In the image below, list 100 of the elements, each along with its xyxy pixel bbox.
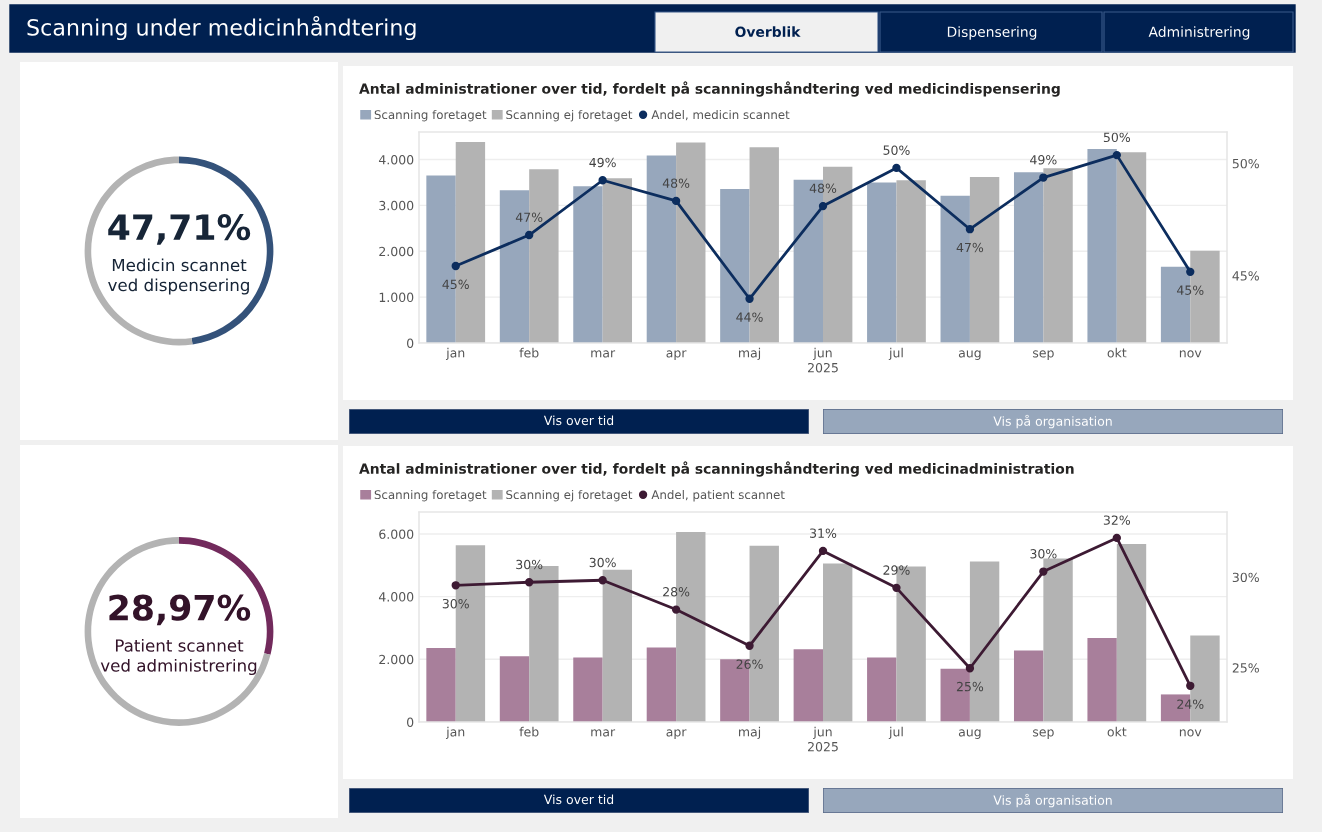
point xyxy=(598,176,607,185)
x-tick-label: mar xyxy=(591,729,616,737)
data-label: 44% xyxy=(736,312,763,322)
text: Scanning under medicinhåndtering xyxy=(27,15,416,41)
data-label: 25% xyxy=(956,681,984,692)
bar xyxy=(602,178,633,343)
bar xyxy=(867,657,897,722)
point xyxy=(965,664,975,673)
point xyxy=(1039,173,1048,182)
text: Dispensering xyxy=(947,26,1037,40)
y2-tick-label: 45% xyxy=(1232,271,1259,281)
point xyxy=(525,578,534,587)
y-tick-label: 4.000 xyxy=(378,154,414,165)
text: Vis over tid xyxy=(543,415,614,426)
point xyxy=(1039,567,1048,576)
x-tick-label: sep xyxy=(1032,729,1054,739)
x-tick-label: mar xyxy=(591,350,616,358)
text: Vis på organisation xyxy=(993,414,1112,429)
legend-label: Scanning foretaget xyxy=(374,109,487,122)
data-label: 29% xyxy=(883,565,910,575)
text: Patient scannet ved administrering xyxy=(100,638,257,676)
x-tick-label: nov xyxy=(1179,729,1202,737)
data-label: 45% xyxy=(1176,285,1204,295)
point xyxy=(892,163,901,173)
legend-label: Andel, patient scannet xyxy=(651,489,785,502)
x-tick-label: jul xyxy=(888,347,903,360)
y2-tick-label: 50% xyxy=(1232,158,1259,169)
data-label: 24% xyxy=(1177,699,1204,709)
bar xyxy=(867,182,897,343)
y-tick-label: 0 xyxy=(407,717,414,727)
bar xyxy=(896,180,926,343)
data-label: 48% xyxy=(662,178,690,188)
text: Overblik xyxy=(735,26,801,38)
bar xyxy=(1087,638,1117,722)
x-tick-label: maj xyxy=(739,347,761,360)
x-tick-label: jan xyxy=(445,726,465,739)
bar xyxy=(1043,168,1073,343)
data-label: 47% xyxy=(956,242,984,253)
bar xyxy=(499,656,530,722)
y2-tick-label: 30% xyxy=(1232,572,1259,583)
y-tick-label: 2.000 xyxy=(379,246,414,257)
point xyxy=(1186,681,1195,690)
y-tick-label: 2.000 xyxy=(379,654,414,665)
bar xyxy=(1013,650,1044,722)
legend-label: Scanning foretaget xyxy=(374,489,487,502)
data-label: 50% xyxy=(1103,132,1131,143)
data-label: 45% xyxy=(442,279,469,290)
y2-tick-label: 25% xyxy=(1232,663,1259,673)
data-label: 30% xyxy=(1030,549,1057,559)
point xyxy=(745,294,754,303)
x-tick-label: apr xyxy=(666,350,687,360)
text: Vis over tid xyxy=(543,794,614,805)
point xyxy=(892,583,901,593)
bar xyxy=(646,647,677,722)
legend-label: Scanning ej foretaget xyxy=(506,489,633,502)
x-tick-label: okt xyxy=(1107,347,1127,358)
x-tick-label: maj xyxy=(739,726,761,739)
data-label: 49% xyxy=(1030,155,1057,165)
x-tick-label: jul xyxy=(888,726,903,739)
point xyxy=(598,576,607,585)
point xyxy=(525,230,534,240)
data-label: 32% xyxy=(1103,515,1131,525)
x-axis-title: 2025 xyxy=(808,741,838,752)
bar xyxy=(823,563,853,722)
text: Administrering xyxy=(1148,26,1250,40)
point xyxy=(671,605,681,614)
bar xyxy=(426,648,456,722)
data-label: 26% xyxy=(736,659,763,669)
point xyxy=(818,546,828,556)
x-tick-label: aug xyxy=(958,729,981,739)
point xyxy=(1112,150,1121,160)
x-tick-label: sep xyxy=(1032,350,1054,360)
y-tick-label: 1.000 xyxy=(379,292,414,303)
data-label: 30% xyxy=(442,598,469,609)
data-label: 49% xyxy=(589,157,616,168)
bar xyxy=(1116,152,1147,343)
x-axis-title: 2025 xyxy=(808,362,838,373)
bar xyxy=(1116,543,1147,722)
y-tick-label: 6.000 xyxy=(379,529,414,539)
data-label: 28,97% xyxy=(109,594,251,626)
legend-label: Andel, medicin scannet xyxy=(651,109,790,121)
x-tick-label: feb xyxy=(519,347,539,358)
point xyxy=(451,581,460,590)
bar xyxy=(573,186,603,343)
bar xyxy=(1013,172,1044,343)
x-tick-label: nov xyxy=(1179,350,1202,358)
x-tick-label: jun xyxy=(813,347,832,360)
y-tick-label: 0 xyxy=(407,338,414,348)
data-label: 47% xyxy=(515,212,543,222)
point xyxy=(671,196,681,206)
point xyxy=(965,225,975,234)
x-tick-label: apr xyxy=(666,729,687,739)
chart-title: Antal administrationer over tid, fordelt på scanningshåndtering ved medicinadministration xyxy=(359,461,1074,477)
point xyxy=(1186,267,1195,277)
chart-title: Antal administrationer over tid, fordelt på scanningshåndtering ved medicindispensering xyxy=(359,81,1060,97)
data-label: 30% xyxy=(516,559,543,570)
bar xyxy=(793,649,823,722)
y-tick-label: 4.000 xyxy=(378,592,414,602)
y-tick-label: 3.000 xyxy=(379,200,414,211)
x-tick-label: okt xyxy=(1107,726,1127,737)
